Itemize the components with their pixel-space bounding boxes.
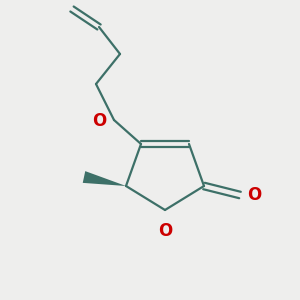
Text: O: O	[92, 112, 106, 130]
Text: O: O	[248, 186, 262, 204]
Polygon shape	[83, 171, 126, 186]
Text: O: O	[158, 222, 172, 240]
